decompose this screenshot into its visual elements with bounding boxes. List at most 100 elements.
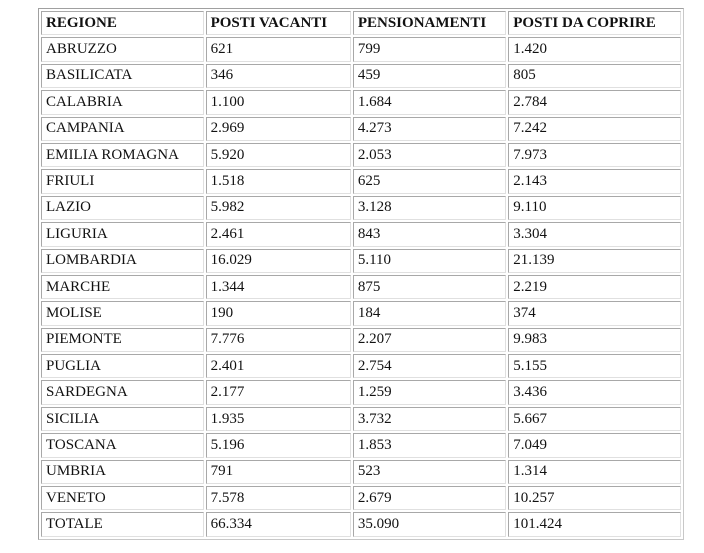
cell-pensionamenti: 799: [352, 37, 507, 62]
cell-regione: MOLISE: [41, 301, 204, 326]
cell-posti-vacanti: 2.177: [205, 380, 351, 405]
table-row: TOSCANA 5.196 1.853 7.049: [41, 433, 681, 458]
header-posti-da-coprire: POSTI DA COPRIRE: [508, 11, 681, 36]
header-row: REGIONE POSTI VACANTI PENSIONAMENTI POST…: [41, 11, 681, 36]
cell-regione: LAZIO: [41, 195, 204, 221]
cell-pensionamenti: 1.259: [352, 380, 507, 405]
cell-regione: UMBRIA: [41, 459, 204, 485]
cell-posti-vacanti: 7.578: [205, 486, 351, 511]
table-row: MARCHE 1.344 875 2.219: [41, 274, 681, 300]
cell-posti-vacanti: 791: [205, 459, 351, 485]
cell-posti-da-coprire: 1.420: [508, 37, 681, 62]
cell-posti-da-coprire: 805: [508, 63, 681, 89]
cell-pensionamenti: 2.754: [352, 354, 507, 379]
cell-posti-vacanti: 190: [205, 301, 351, 326]
cell-pensionamenti: 35.090: [352, 512, 507, 537]
table-body: ABRUZZO 621 799 1.420 BASILICATA 346 459 805 CAL…: [41, 37, 681, 537]
table-row: FRIULI 1.518 625 2.143: [41, 169, 681, 194]
cell-regione: BASILICATA: [41, 63, 204, 89]
table-row: LOMBARDIA 16.029 5.110 21.139: [41, 248, 681, 273]
cell-posti-da-coprire: 7.973: [508, 142, 681, 168]
cell-pensionamenti: 1.853: [352, 433, 507, 458]
cell-regione: LOMBARDIA: [41, 248, 204, 273]
cell-pensionamenti: 1.684: [352, 90, 507, 115]
cell-regione: MARCHE: [41, 274, 204, 300]
cell-posti-vacanti: 2.461: [205, 222, 351, 247]
cell-posti-da-coprire: 2.784: [508, 90, 681, 115]
cell-pensionamenti: 875: [352, 274, 507, 300]
table-row: PUGLIA 2.401 2.754 5.155: [41, 354, 681, 379]
cell-posti-da-coprire: 5.667: [508, 406, 681, 432]
cell-regione: FRIULI: [41, 169, 204, 194]
cell-pensionamenti: 2.207: [352, 327, 507, 353]
table-row: MOLISE 190 184 374: [41, 301, 681, 326]
table-row: ABRUZZO 621 799 1.420: [41, 37, 681, 62]
header-pensionamenti: PENSIONAMENTI: [352, 11, 507, 36]
cell-posti-da-coprire: 374: [508, 301, 681, 326]
cell-posti-vacanti: 5.196: [205, 433, 351, 458]
cell-pensionamenti: 523: [352, 459, 507, 485]
cell-pensionamenti: 843: [352, 222, 507, 247]
cell-posti-vacanti: 7.776: [205, 327, 351, 353]
cell-posti-vacanti: 1.935: [205, 406, 351, 432]
cell-posti-vacanti: 2.401: [205, 354, 351, 379]
cell-regione: LIGURIA: [41, 222, 204, 247]
cell-posti-da-coprire: 10.257: [508, 486, 681, 511]
cell-regione: CALABRIA: [41, 90, 204, 115]
cell-pensionamenti: 625: [352, 169, 507, 194]
cell-regione: PUGLIA: [41, 354, 204, 379]
cell-posti-vacanti: 5.982: [205, 195, 351, 221]
table-row: BASILICATA 346 459 805: [41, 63, 681, 89]
cell-regione: ABRUZZO: [41, 37, 204, 62]
cell-posti-vacanti: 621: [205, 37, 351, 62]
cell-pensionamenti: 184: [352, 301, 507, 326]
cell-posti-da-coprire: 9.983: [508, 327, 681, 353]
cell-regione: SARDEGNA: [41, 380, 204, 405]
cell-pensionamenti: 2.679: [352, 486, 507, 511]
cell-regione: TOSCANA: [41, 433, 204, 458]
cell-posti-da-coprire: 2.143: [508, 169, 681, 194]
cell-regione: SICILIA: [41, 406, 204, 432]
table-row: PIEMONTE 7.776 2.207 9.983: [41, 327, 681, 353]
header-posti-vacanti: POSTI VACANTI: [205, 11, 351, 36]
cell-posti-vacanti: 1.100: [205, 90, 351, 115]
cell-regione: EMILIA ROMAGNA: [41, 142, 204, 168]
cell-posti-vacanti: 16.029: [205, 248, 351, 273]
cell-posti-da-coprire: 101.424: [508, 512, 681, 537]
cell-pensionamenti: 5.110: [352, 248, 507, 273]
cell-posti-da-coprire: 1.314: [508, 459, 681, 485]
cell-posti-da-coprire: 3.436: [508, 380, 681, 405]
cell-pensionamenti: 2.053: [352, 142, 507, 168]
table-row: SICILIA 1.935 3.732 5.667: [41, 406, 681, 432]
cell-posti-da-coprire: 7.242: [508, 116, 681, 141]
cell-posti-da-coprire: 21.139: [508, 248, 681, 273]
table-row: VENETO 7.578 2.679 10.257: [41, 486, 681, 511]
table-row: UMBRIA 791 523 1.314: [41, 459, 681, 485]
cell-posti-da-coprire: 2.219: [508, 274, 681, 300]
table-row: LIGURIA 2.461 843 3.304: [41, 222, 681, 247]
cell-posti-da-coprire: 9.110: [508, 195, 681, 221]
cell-regione: VENETO: [41, 486, 204, 511]
header-regione: REGIONE: [41, 11, 204, 36]
table-row: SARDEGNA 2.177 1.259 3.436: [41, 380, 681, 405]
regional-posts-table: REGIONE POSTI VACANTI PENSIONAMENTI POST…: [38, 8, 684, 540]
cell-posti-vacanti: 1.518: [205, 169, 351, 194]
cell-posti-vacanti: 5.920: [205, 142, 351, 168]
total-row: TOTALE 66.334 35.090 101.424: [41, 512, 681, 537]
cell-posti-vacanti: 1.344: [205, 274, 351, 300]
cell-regione: PIEMONTE: [41, 327, 204, 353]
table-row: CAMPANIA 2.969 4.273 7.242: [41, 116, 681, 141]
cell-posti-da-coprire: 7.049: [508, 433, 681, 458]
cell-posti-vacanti: 2.969: [205, 116, 351, 141]
cell-pensionamenti: 3.732: [352, 406, 507, 432]
table-row: CALABRIA 1.100 1.684 2.784: [41, 90, 681, 115]
cell-posti-vacanti: 66.334: [205, 512, 351, 537]
cell-posti-vacanti: 346: [205, 63, 351, 89]
cell-pensionamenti: 3.128: [352, 195, 507, 221]
cell-posti-da-coprire: 3.304: [508, 222, 681, 247]
cell-pensionamenti: 4.273: [352, 116, 507, 141]
cell-pensionamenti: 459: [352, 63, 507, 89]
cell-regione: CAMPANIA: [41, 116, 204, 141]
cell-posti-da-coprire: 5.155: [508, 354, 681, 379]
table-row: LAZIO 5.982 3.128 9.110: [41, 195, 681, 221]
